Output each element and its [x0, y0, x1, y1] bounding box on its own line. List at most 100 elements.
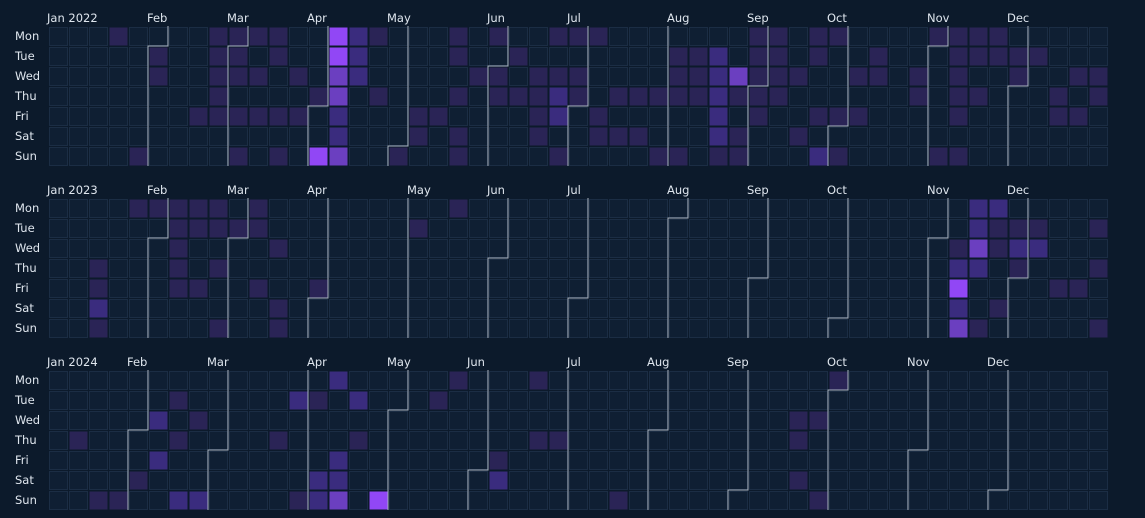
heatmap-cell: [369, 319, 388, 338]
heatmap-cell: [109, 371, 128, 390]
heatmap-cell: [289, 47, 308, 66]
heatmap-cell: [489, 147, 508, 166]
month-label: Mar: [207, 355, 229, 369]
heatmap-cell: [789, 199, 808, 218]
heatmap-cell: [729, 299, 748, 318]
heatmap-cell: [749, 219, 768, 238]
heatmap-cell: [1029, 147, 1048, 166]
heatmap-cell: [989, 279, 1008, 298]
heatmap-cell-active: [309, 279, 328, 298]
heatmap-cell: [129, 299, 148, 318]
heatmap-cell: [189, 431, 208, 450]
heatmap-cell: [749, 391, 768, 410]
heatmap-cell: [1049, 391, 1068, 410]
heatmap-cell: [389, 299, 408, 318]
heatmap-cell: [249, 471, 268, 490]
heatmap-cell: [1069, 491, 1088, 510]
heatmap-cell-active: [1089, 87, 1108, 106]
heatmap-cell: [649, 127, 668, 146]
heatmap-cell: [69, 491, 88, 510]
heatmap-cell-active: [729, 127, 748, 146]
heatmap-cell: [369, 107, 388, 126]
heatmap-cell: [429, 319, 448, 338]
heatmap-cell: [229, 491, 248, 510]
heatmap-cell-active: [349, 47, 368, 66]
heatmap-cell-active: [1009, 239, 1028, 258]
month-boundary-line: [907, 370, 929, 510]
heatmap-cell: [1089, 391, 1108, 410]
heatmap-cell: [109, 411, 128, 430]
heatmap-cell: [309, 259, 328, 278]
heatmap-cell-active: [969, 259, 988, 278]
heatmap-cell: [509, 239, 528, 258]
month-label: Feb: [147, 11, 167, 25]
heatmap-cell: [749, 371, 768, 390]
heatmap-cell: [589, 279, 608, 298]
heatmap-cell: [889, 491, 908, 510]
heatmap-cell-active: [929, 147, 948, 166]
heatmap-cell: [829, 451, 848, 470]
heatmap-cell: [469, 491, 488, 510]
heatmap-cell: [869, 471, 888, 490]
heatmap-cell: [369, 67, 388, 86]
month-boundary-line: [147, 26, 169, 166]
heatmap-cell: [1049, 239, 1068, 258]
heatmap-cell: [209, 431, 228, 450]
heatmap-cell: [1049, 259, 1068, 278]
heatmap-cell-active: [729, 147, 748, 166]
heatmap-cell-active: [869, 47, 888, 66]
month-boundary-line: [467, 370, 489, 510]
heatmap-cell-active: [509, 87, 528, 106]
heatmap-cell: [129, 239, 148, 258]
heatmap-cell: [109, 299, 128, 318]
heatmap-cell: [869, 127, 888, 146]
heatmap-cell: [409, 239, 428, 258]
heatmap-cell: [1089, 279, 1108, 298]
heatmap-cell-active: [89, 319, 108, 338]
heatmap-cell-active: [809, 27, 828, 46]
heatmap-cell: [929, 451, 948, 470]
heatmap-cell: [789, 87, 808, 106]
heatmap-cell: [1009, 279, 1028, 298]
heatmap-cell: [1029, 299, 1048, 318]
heatmap-cell: [1009, 411, 1028, 430]
heatmap-cell-active: [89, 259, 108, 278]
heatmap-cell: [769, 107, 788, 126]
heatmap-cell: [609, 199, 628, 218]
heatmap-cell: [629, 319, 648, 338]
heatmap-cell-active: [969, 199, 988, 218]
heatmap-cell: [969, 471, 988, 490]
heatmap-cell: [509, 107, 528, 126]
heatmap-cell: [69, 239, 88, 258]
heatmap-cell: [1069, 431, 1088, 450]
heatmap-cell: [329, 299, 348, 318]
heatmap-cell: [429, 491, 448, 510]
heatmap-cell: [669, 391, 688, 410]
heatmap-cell-active: [349, 27, 368, 46]
heatmap-cell: [929, 239, 948, 258]
heatmap-cell: [489, 299, 508, 318]
month-label: May: [387, 11, 411, 25]
heatmap-cell: [829, 431, 848, 450]
heatmap-cell: [449, 299, 468, 318]
heatmap-cell: [629, 299, 648, 318]
heatmap-cell: [809, 199, 828, 218]
month-boundary-line: [127, 370, 149, 510]
heatmap-cell-active: [169, 199, 188, 218]
heatmap-cell: [1049, 431, 1068, 450]
heatmap-cell: [109, 107, 128, 126]
heatmap-cell: [149, 147, 168, 166]
heatmap-cell-active: [949, 279, 968, 298]
month-boundary-line: [387, 370, 409, 510]
heatmap-cell: [89, 239, 108, 258]
heatmap-cell: [489, 279, 508, 298]
heatmap-cell: [189, 239, 208, 258]
heatmap-cell: [49, 107, 68, 126]
heatmap-cell-active: [449, 127, 468, 146]
month-boundary-line: [227, 198, 249, 338]
heatmap-cell: [409, 67, 428, 86]
heatmap-cell-active: [269, 299, 288, 318]
heatmap-cell: [349, 199, 368, 218]
heatmap-cell: [709, 491, 728, 510]
heatmap-cell: [1069, 27, 1088, 46]
